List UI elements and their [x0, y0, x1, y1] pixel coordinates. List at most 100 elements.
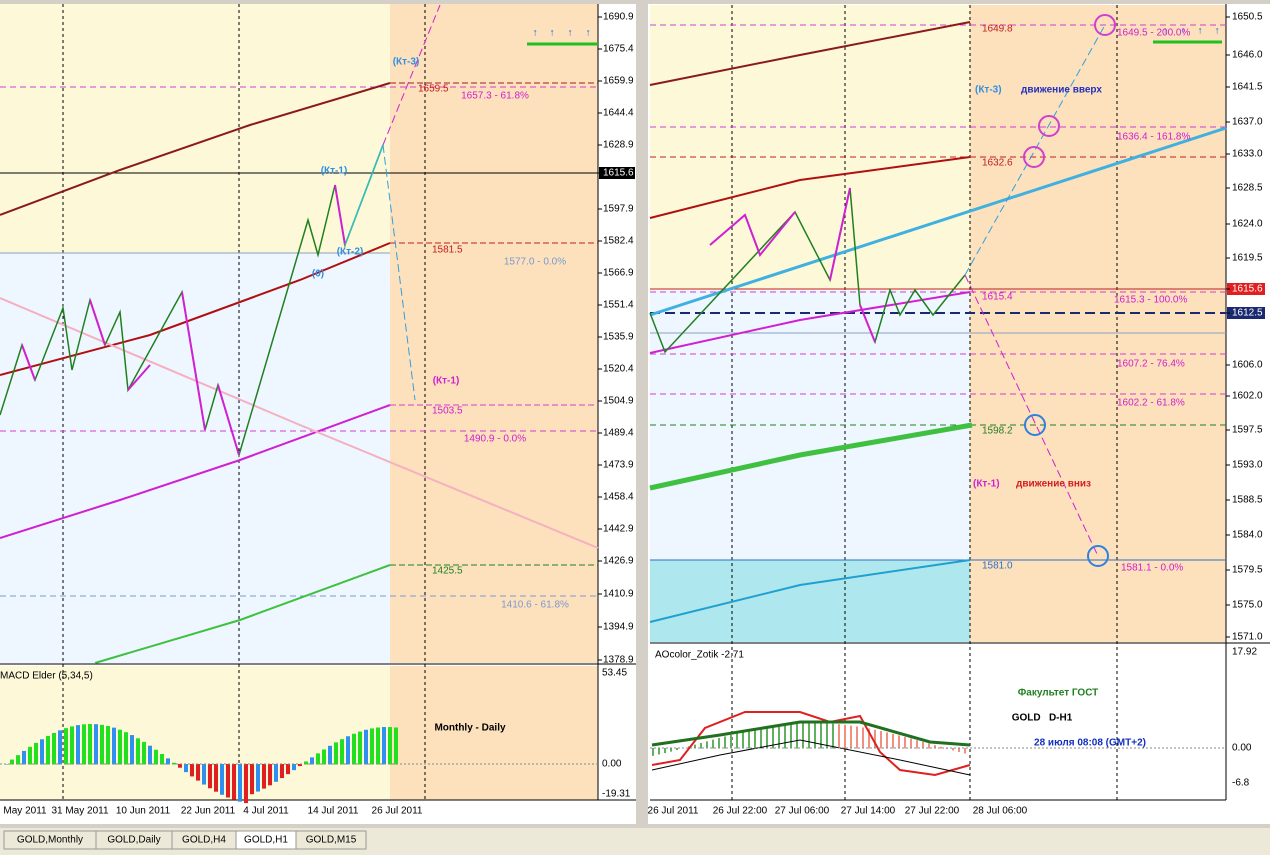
text: 28 Jul 06:00: [973, 806, 1028, 817]
text: 1551.4: [603, 300, 634, 311]
histogram-bar: [892, 733, 894, 749]
histogram-bar: [718, 738, 720, 749]
text: 31 May 2011: [51, 806, 109, 817]
text: (Кт-3): [975, 85, 1002, 96]
text: 1426.9: [603, 556, 634, 567]
histogram-bar: [724, 736, 726, 749]
line: [181, 291, 206, 431]
histogram-bar: [394, 727, 398, 765]
histogram-bar: [274, 764, 278, 782]
marker-circle: [1024, 414, 1046, 436]
histogram-bar: [106, 726, 110, 765]
text: 1615.6: [603, 168, 634, 179]
histogram-bar: [208, 764, 212, 789]
histogram-bar: [124, 732, 128, 765]
text: GOLD,Monthly: [17, 835, 83, 846]
histogram-bar: [148, 745, 152, 765]
text: 1581.1 - 0.0%: [1121, 563, 1183, 574]
histogram-bar: [238, 764, 242, 802]
line: [127, 364, 151, 391]
line: [964, 274, 1099, 557]
histogram-bar: [754, 729, 756, 749]
histogram-bar: [664, 748, 666, 754]
arrow-icon: ↑: [1163, 26, 1168, 37]
text: 1659.5: [418, 84, 449, 95]
histogram-bar: [652, 748, 654, 756]
text: 1636.4 - 161.8%: [1117, 132, 1190, 143]
text: 27 Jul 06:00: [775, 806, 830, 817]
line: [0, 404, 391, 539]
histogram-bar: [214, 764, 218, 792]
line: [0, 82, 391, 216]
line: [649, 559, 971, 623]
text: 1584.0: [1232, 530, 1263, 541]
text: 1675.4: [603, 44, 634, 55]
text: 1612.5: [1232, 308, 1263, 319]
text: 1520.4: [603, 364, 634, 375]
text: 1650.5: [1232, 12, 1263, 23]
histogram-bar: [802, 723, 804, 749]
histogram-bar: [868, 728, 870, 749]
histogram-bar: [862, 727, 864, 749]
text: 1615.3 - 100.0%: [1114, 295, 1187, 306]
histogram-bar: [46, 735, 50, 765]
line: [649, 156, 971, 219]
histogram-bar: [730, 734, 732, 749]
text: 1646.0: [1232, 50, 1263, 61]
histogram-bar: [232, 764, 236, 800]
histogram-bar: [10, 759, 14, 765]
tab[interactable]: [295, 830, 367, 850]
text: 1442.9: [603, 524, 634, 535]
arrow-icon: ↑: [586, 28, 591, 39]
text: 1593.0: [1232, 460, 1263, 471]
line: [21, 344, 36, 381]
text: 1458.4: [603, 492, 634, 503]
text: 27 Jul 14:00: [841, 806, 896, 817]
histogram-bar: [64, 728, 68, 765]
histogram-bar: [316, 753, 320, 765]
text: 1628.9: [603, 140, 634, 151]
text: 0.00: [602, 759, 622, 770]
text: 1581.0: [982, 561, 1013, 572]
text: 1649.5 - 200.0%: [1117, 28, 1190, 39]
histogram-bar: [736, 733, 738, 749]
histogram-bar: [304, 761, 308, 765]
histogram-bar: [142, 741, 146, 765]
text: MACD Elder (5,34,5): [0, 671, 93, 682]
histogram-bar: [382, 727, 386, 765]
histogram-bar: [712, 739, 714, 749]
arrow-icon: ↑: [1181, 26, 1186, 37]
text: GOLD,H1: [244, 835, 288, 846]
histogram-bar: [202, 764, 206, 785]
histogram-bar: [364, 729, 368, 765]
text: 1690.9: [603, 12, 634, 23]
histogram-bar: [856, 726, 858, 749]
histogram-bar: [784, 724, 786, 749]
text: -19.31: [602, 789, 631, 800]
histogram-bar: [742, 731, 744, 749]
text: 1588.5: [1232, 495, 1263, 506]
histogram-bar: [850, 725, 852, 749]
zone: [0, 253, 390, 663]
histogram-bar: [136, 738, 140, 765]
histogram-bar: [82, 724, 86, 765]
histogram-bar: [898, 735, 900, 749]
histogram-bar: [838, 724, 840, 749]
text: 1615.6: [1232, 284, 1263, 295]
price-box: [1227, 307, 1265, 319]
text: движение вверх: [1021, 85, 1102, 96]
histogram-bar: [334, 742, 338, 765]
line: [709, 211, 796, 257]
histogram-bar: [958, 748, 960, 753]
text: 1503.5: [432, 406, 463, 417]
text: 1598.2: [982, 426, 1013, 437]
histogram-bar: [748, 730, 750, 749]
text: 1566.9: [603, 268, 634, 279]
text: GOLD,H4: [182, 835, 226, 846]
text: 1581.5: [432, 245, 463, 256]
text: Факультет ГОСТ: [1018, 688, 1099, 699]
line: [0, 242, 391, 376]
line: [829, 187, 851, 281]
histogram-bar: [322, 749, 326, 765]
text: 1615.4: [982, 292, 1013, 303]
